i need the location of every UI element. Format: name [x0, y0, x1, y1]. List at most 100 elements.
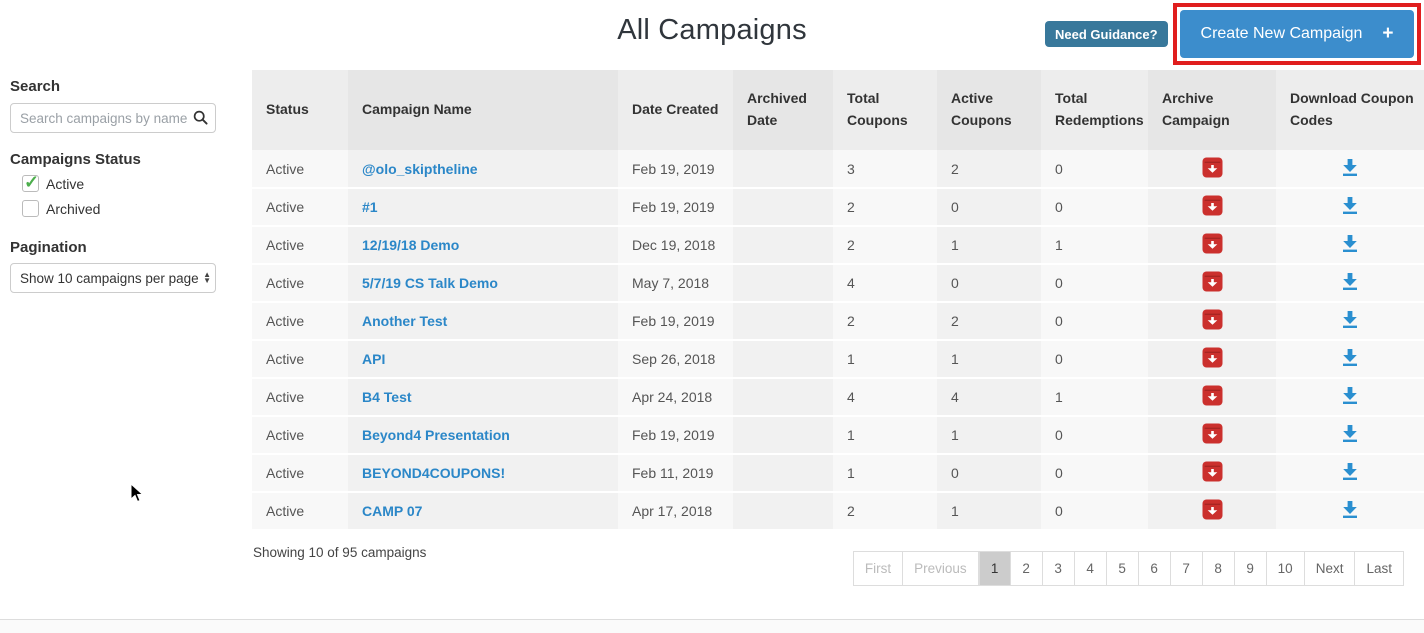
pagination-heading: Pagination	[10, 239, 87, 256]
pagination-first-button[interactable]: First	[852, 551, 904, 586]
campaign-name-cell: BEYOND4COUPONS!	[348, 454, 618, 493]
archive-campaign-button[interactable]	[1202, 423, 1223, 447]
archive-icon	[1202, 233, 1223, 257]
archive-campaign-button[interactable]	[1202, 347, 1223, 371]
table-row: Active API Sep 26, 2018 1 1 0	[252, 340, 1424, 379]
archive-icon	[1202, 385, 1223, 409]
campaign-name-link[interactable]: BEYOND4COUPONS!	[362, 465, 506, 481]
pagination-page-button[interactable]: 10	[1266, 551, 1305, 586]
pagination-next-button[interactable]: Next	[1304, 551, 1356, 586]
archive-icon	[1202, 195, 1223, 219]
download-icon	[1341, 501, 1359, 522]
table-row: Active B4 Test Apr 24, 2018 4 4 1	[252, 378, 1424, 417]
download-coupon-codes-button[interactable]	[1341, 272, 1359, 294]
archive-campaign-cell	[1148, 188, 1276, 227]
status-filter-active-label: Active	[46, 175, 85, 192]
download-coupon-codes-button[interactable]	[1341, 462, 1359, 484]
checkbox-active-checked[interactable]	[22, 172, 39, 193]
archived-date-cell	[733, 492, 833, 531]
search-field-wrap	[10, 103, 216, 133]
campaign-name-link[interactable]: 12/19/18 Demo	[362, 237, 460, 253]
status-filter-archived[interactable]: Archived	[22, 200, 100, 217]
archived-date-cell	[733, 340, 833, 379]
campaign-name-link[interactable]: @olo_skiptheline	[362, 160, 478, 177]
campaign-name-cell: Another Test	[348, 302, 618, 341]
campaign-name-link[interactable]: API	[362, 351, 386, 367]
pagination-page-button[interactable]: 6	[1138, 551, 1171, 586]
archive-campaign-button[interactable]	[1202, 385, 1223, 409]
archive-campaign-cell	[1148, 264, 1276, 303]
pagination-page-button[interactable]: 2	[1010, 551, 1043, 586]
download-coupon-codes-button[interactable]	[1341, 386, 1359, 408]
campaign-status-cell: Active	[252, 150, 348, 189]
pagination-page-button[interactable]: 3	[1042, 551, 1075, 586]
archive-campaign-button[interactable]	[1202, 157, 1223, 181]
campaigns-status-heading: Campaigns Status	[10, 151, 141, 168]
total-redemptions-cell: 1	[1041, 226, 1148, 265]
download-coupon-codes-button[interactable]	[1341, 500, 1359, 522]
archive-campaign-button[interactable]	[1202, 271, 1223, 295]
search-input[interactable]	[10, 103, 216, 133]
download-icon	[1341, 463, 1359, 484]
search-icon[interactable]	[193, 110, 208, 130]
column-header: Archived Date	[733, 70, 833, 150]
archive-campaign-button[interactable]	[1202, 499, 1223, 523]
pagination-bar: First Previous 1 2 3 4 5 6 7 8 9 10 Next Last	[852, 551, 1404, 586]
download-coupon-codes-cell	[1276, 150, 1424, 189]
checkbox-archived-unchecked[interactable]	[22, 200, 39, 217]
campaign-name-cell: Beyond4 Presentation	[348, 416, 618, 455]
active-coupons-cell: 0	[937, 188, 1041, 227]
campaign-name-link[interactable]: B4 Test	[362, 389, 412, 405]
date-created-cell: Feb 19, 2019	[618, 302, 733, 341]
mouse-cursor	[130, 482, 144, 508]
campaign-status-cell: Active	[252, 378, 348, 417]
download-coupon-codes-cell	[1276, 188, 1424, 227]
total-coupons-cell: 3	[833, 150, 937, 189]
total-redemptions-cell: 0	[1041, 340, 1148, 379]
pagination-page-button[interactable]: 9	[1234, 551, 1267, 586]
pagination-page-button[interactable]: 1	[978, 551, 1011, 586]
archive-campaign-cell	[1148, 416, 1276, 455]
date-created-cell: Feb 19, 2019	[618, 150, 733, 189]
pagination-page-button[interactable]: 4	[1074, 551, 1107, 586]
active-coupons-cell: 1	[937, 226, 1041, 265]
pagination-page-button[interactable]: 8	[1202, 551, 1235, 586]
download-icon	[1341, 235, 1359, 256]
need-guidance-button[interactable]: Need Guidance?	[1045, 21, 1168, 47]
archive-icon	[1202, 423, 1223, 447]
archive-campaign-button[interactable]	[1202, 195, 1223, 219]
campaign-name-link[interactable]: 5/7/19 CS Talk Demo	[362, 275, 498, 291]
campaign-name-cell: 12/19/18 Demo	[348, 226, 618, 265]
campaign-name-link[interactable]: Beyond4 Presentation	[362, 427, 510, 443]
create-new-campaign-button[interactable]: Create New Campaign +	[1180, 10, 1414, 58]
download-coupon-codes-button[interactable]	[1341, 424, 1359, 446]
status-filter-active[interactable]: Active	[22, 172, 85, 193]
download-coupon-codes-button[interactable]	[1341, 348, 1359, 370]
column-header: Archive Campaign	[1148, 70, 1276, 150]
total-redemptions-cell: 0	[1041, 492, 1148, 531]
date-created-cell: Feb 19, 2019	[618, 416, 733, 455]
page-size-select[interactable]: Show 10 campaigns per page ▲ ▼	[10, 263, 216, 293]
total-redemptions-cell: 1	[1041, 378, 1148, 417]
campaign-name-link[interactable]: CAMP 07	[362, 503, 423, 519]
archive-campaign-cell	[1148, 226, 1276, 265]
download-coupon-codes-button[interactable]	[1341, 310, 1359, 332]
download-coupon-codes-button[interactable]	[1341, 158, 1359, 180]
plus-icon: +	[1382, 23, 1394, 44]
total-redemptions-cell: 0	[1041, 188, 1148, 227]
column-header: Date Created	[618, 70, 733, 150]
pagination-page-button[interactable]: 5	[1106, 551, 1139, 586]
date-created-cell: Apr 17, 2018	[618, 492, 733, 531]
pagination-last-button[interactable]: Last	[1355, 551, 1404, 586]
pagination-page-button[interactable]: 7	[1170, 551, 1203, 586]
download-coupon-codes-button[interactable]	[1341, 234, 1359, 256]
archive-campaign-button[interactable]	[1202, 309, 1223, 333]
download-coupon-codes-button[interactable]	[1341, 196, 1359, 218]
campaign-name-link[interactable]: #1	[362, 199, 378, 215]
archive-campaign-button[interactable]	[1202, 461, 1223, 485]
campaign-name-link[interactable]: Another Test	[362, 313, 448, 329]
archive-campaign-button[interactable]	[1202, 233, 1223, 257]
results-summary: Showing 10 of 95 campaigns	[253, 545, 427, 560]
pagination-previous-button[interactable]: Previous	[903, 551, 979, 586]
date-created-cell: Feb 19, 2019	[618, 188, 733, 227]
